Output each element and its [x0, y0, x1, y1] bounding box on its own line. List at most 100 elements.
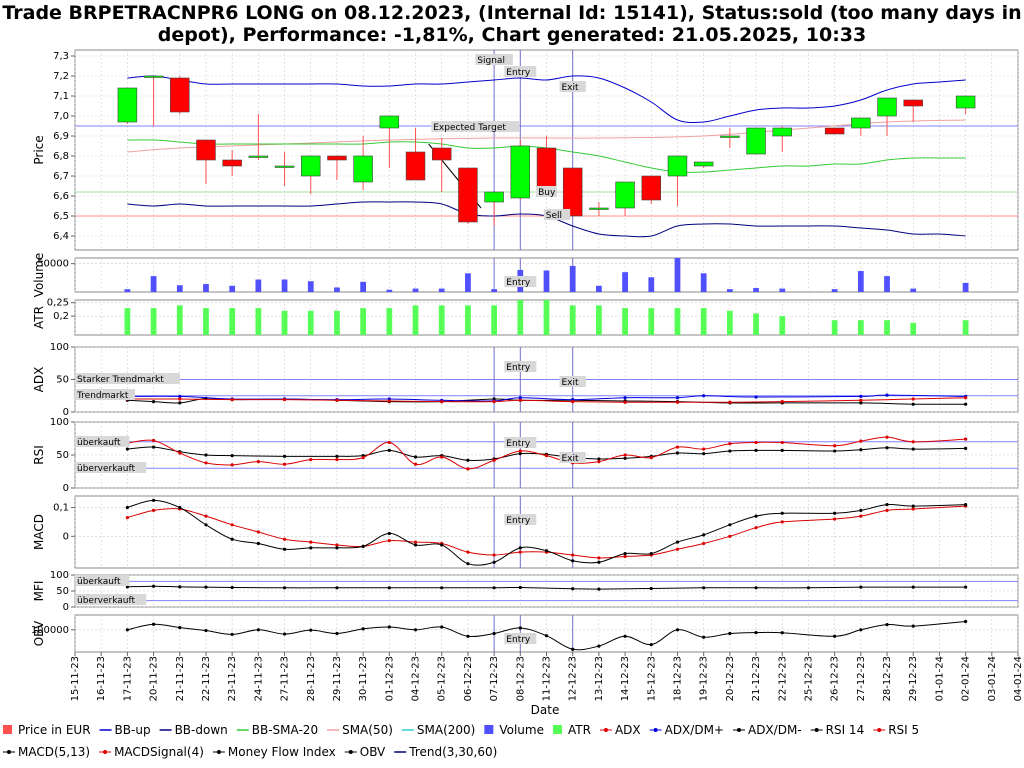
candle [170, 77, 190, 113]
ylabel-mfi: MFI [32, 581, 46, 602]
xtick-label: 27-11-23 [280, 656, 291, 701]
obv-line-point [571, 647, 575, 651]
macd-signal-line-point [256, 530, 260, 534]
candle [431, 147, 452, 161]
volume-bar [622, 272, 628, 292]
obv-line-point [544, 634, 549, 638]
macd-signal-line-point [754, 526, 758, 530]
adx-line-point [440, 400, 444, 404]
legend-item-label: BB-up [115, 723, 151, 737]
macd-signal-line-point [702, 541, 706, 546]
candle [589, 207, 609, 210]
mfi-line-point [335, 586, 339, 590]
ytick-label-adx: 50 [56, 375, 69, 386]
ytick-label-price: 6,9 [53, 131, 69, 142]
macd-signal-line-point [492, 553, 496, 557]
rsi5-line-point [964, 437, 968, 441]
atr-bar [753, 313, 759, 335]
rsi14-line-point [413, 455, 418, 459]
xtick-label: 20-11-23 [149, 656, 160, 701]
annotation-box [559, 81, 586, 92]
atr-bar [726, 310, 733, 335]
mfi-line-point [230, 585, 234, 590]
mfi-line-point [754, 586, 758, 590]
annotation-box [431, 121, 520, 132]
volume-bar [412, 288, 419, 292]
adx-dm-plus-line-point [754, 395, 758, 399]
macd-line-point [492, 560, 496, 564]
ytick-label-price: 6,5 [53, 211, 69, 222]
xtick-label: 28-11-23 [306, 656, 317, 701]
rsi14-line-point [754, 448, 758, 452]
ylabel-rsi: RSI [32, 445, 46, 465]
volume-bar [360, 281, 367, 292]
ytick-label-adx: 100 [50, 342, 69, 353]
rsi5-line-point [518, 449, 522, 453]
candle [510, 145, 531, 199]
mfi-line-point [702, 586, 706, 590]
obv-line-point [282, 632, 287, 636]
annotation-box [536, 186, 557, 197]
mfi-line-point [125, 585, 129, 589]
rsi5-line-point [178, 451, 182, 455]
annotation-box [75, 436, 130, 447]
rsi5-line-point [466, 467, 470, 471]
obv-line-point [649, 643, 653, 647]
atr-bar [962, 320, 969, 335]
panel-mfi: 0 50 100 MFI überkauft überverkauft [32, 570, 1019, 613]
candle [458, 167, 478, 223]
volume-bar [491, 289, 497, 292]
rsi5-line-point [413, 462, 418, 466]
rsi14-line-point [728, 449, 732, 453]
rsi5-line-point [859, 439, 863, 443]
legend-item-label: BB-SMA-20 [252, 723, 318, 737]
macd-signal-line-point [230, 523, 234, 527]
obv-line-point [623, 634, 627, 638]
legend-item-label: Volume [499, 723, 544, 737]
rsi5-line-point [911, 440, 915, 444]
atr-bar [334, 310, 340, 335]
legend-item-label: ADX [615, 723, 641, 737]
atr-bar [229, 308, 236, 335]
rsi5-line-point [440, 455, 444, 459]
obv-line-point [387, 625, 391, 629]
macd-signal-line-point [125, 516, 129, 520]
obv-line-point [125, 628, 129, 632]
xtick-label: 03-01-24 [987, 656, 998, 701]
obv-line-point [413, 628, 418, 632]
xtick-label: 01-12-23 [384, 656, 395, 701]
obv-line-point [911, 624, 915, 628]
rsi5-line-point [885, 435, 889, 439]
xtick-label: 17-11-23 [122, 656, 133, 701]
candle [117, 87, 138, 123]
macd-signal-line-point [204, 514, 208, 518]
sma50-line [127, 119, 966, 153]
legend-item-label: RSI 14 [826, 723, 865, 737]
obv-line-point [859, 628, 863, 632]
rsi14-line-point [780, 448, 784, 452]
rsi5-line-point [649, 456, 653, 460]
atr-bar [438, 305, 445, 335]
atr-bar [674, 308, 681, 335]
atr-bar [386, 308, 393, 335]
macd-line-point [230, 537, 234, 541]
ylabel-price: Price [32, 135, 46, 164]
ytick-label-atr: 0,25 [47, 298, 69, 309]
adx-line-point [335, 398, 339, 402]
atr-bar [648, 308, 655, 335]
mfi-line-point [178, 585, 182, 589]
macd-signal-line-point [780, 520, 784, 524]
rsi5-line-point [256, 460, 260, 464]
atr-bar [465, 305, 471, 335]
ytick-label-adx: 0 [63, 407, 69, 418]
macd-signal-line-point [309, 540, 313, 544]
legend-swatch-dot [348, 750, 353, 754]
candle [222, 159, 242, 167]
adx-dm-plus-line-point [623, 396, 627, 400]
obv-line-point [702, 635, 706, 639]
annotation-starker-trendmarkt: Starker Trendmarkt [77, 375, 164, 385]
annotation-box [504, 633, 537, 644]
annotation-exit: Exit [561, 83, 579, 93]
macd-signal-line-point [885, 508, 889, 512]
xtick-label: 27-12-23 [856, 656, 867, 701]
